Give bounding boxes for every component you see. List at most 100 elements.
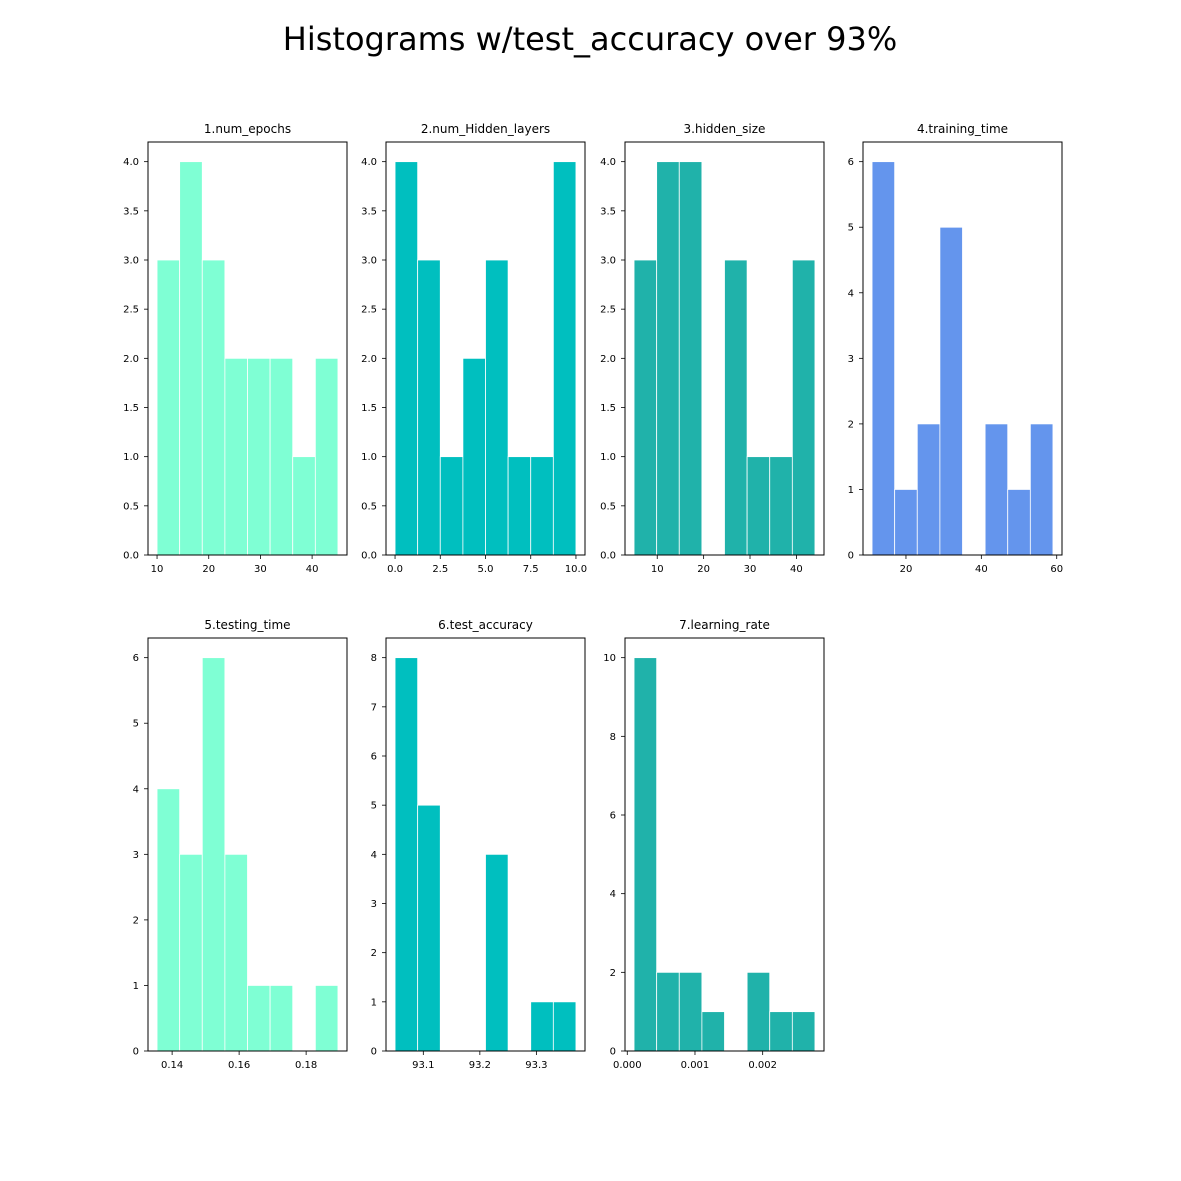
y-tick-label: 6 — [371, 752, 377, 763]
histogram-subplot-5: 0.14 0.16 0.18 0 1 2 3 4 5 6 5.testing_time — [133, 618, 348, 1071]
histogram-bar — [201, 259, 226, 556]
histogram-bar — [314, 357, 339, 556]
histogram-bar — [462, 357, 486, 556]
histogram-bar — [530, 456, 554, 556]
x-tick-label: 2.5 — [432, 564, 448, 575]
x-tick-label: 0.001 — [681, 1060, 710, 1071]
histogram-bar — [507, 456, 532, 556]
y-tick-label: 0 — [610, 1047, 616, 1058]
y-tick-label: 0.0 — [123, 551, 139, 562]
y-tick-label: 3.0 — [600, 256, 616, 267]
y-tick-label: 8 — [610, 732, 616, 743]
y-tick-label: 2.0 — [600, 354, 616, 365]
histogram-bar — [247, 985, 271, 1052]
y-tick-label: 2 — [848, 419, 854, 430]
y-tick-label: 7 — [371, 702, 377, 713]
x-tick-label: 10.0 — [565, 564, 587, 575]
y-tick-label: 4.0 — [123, 157, 139, 168]
histogram-subplot-2: 0.0 2.5 5.0 7.5 10.0 0.0 0.5 1.0 1.5 2.0 2.5 3.0 3.5… — [361, 122, 587, 575]
histogram-bar — [984, 423, 1009, 556]
histogram-bar — [485, 853, 509, 1052]
x-tick-label: 10 — [651, 564, 664, 575]
histogram-bar — [552, 1001, 577, 1052]
histogram-bar — [678, 161, 703, 556]
y-tick-label: 1.5 — [123, 403, 139, 414]
histogram-bar — [769, 456, 793, 556]
axes-frame — [147, 637, 348, 1052]
histogram-bar — [394, 161, 419, 556]
histogram-bar — [916, 423, 941, 556]
histogram-subplot-4: 20 40 60 0 1 2 3 4 5 6 4.training_time — [848, 122, 1063, 575]
histogram-bar — [701, 1011, 725, 1052]
y-tick-label: 6 — [133, 653, 139, 664]
histogram-bar — [1007, 489, 1031, 556]
y-tick-label: 2.5 — [361, 305, 377, 316]
subplot-title: 7.learning_rate — [679, 618, 770, 632]
y-tick-label: 0.0 — [600, 551, 616, 562]
y-tick-label: 0 — [848, 551, 854, 562]
y-tick-label: 4 — [371, 850, 377, 861]
y-tick-label: 2.0 — [361, 354, 377, 365]
y-tick-label: 1.0 — [600, 452, 616, 463]
histogram-subplot-7: 0.000 0.001 0.002 0 2 4 6 8 10 7.learning_rate — [603, 618, 825, 1071]
histogram-bar — [791, 1011, 816, 1052]
x-tick-label: 5.0 — [478, 564, 494, 575]
y-tick-label: 3 — [133, 850, 139, 861]
x-tick-label: 0.002 — [748, 1060, 777, 1071]
histogram-bar — [247, 357, 271, 556]
y-tick-label: 0.0 — [361, 551, 377, 562]
y-tick-label: 2.5 — [123, 305, 139, 316]
y-tick-label: 4.0 — [361, 157, 377, 168]
y-tick-label: 8 — [371, 653, 377, 664]
y-tick-label: 6 — [848, 157, 854, 168]
x-tick-label: 10 — [151, 564, 164, 575]
histogram-bar — [633, 657, 658, 1052]
x-tick-label: 60 — [1050, 564, 1063, 575]
y-tick-label: 3 — [848, 354, 854, 365]
histogram-subplot-1: 10 20 30 40 0.0 0.5 1.0 1.5 2.0 2.5 3.0 3.5 4.0 1.num… — [123, 122, 348, 575]
x-tick-label: 20 — [202, 564, 215, 575]
y-tick-label: 1.0 — [361, 452, 377, 463]
histogram-bar — [439, 456, 464, 556]
histogram-bar — [1029, 423, 1054, 556]
y-tick-label: 2.5 — [600, 305, 616, 316]
y-tick-label: 0.5 — [361, 501, 377, 512]
y-tick-label: 3.0 — [361, 256, 377, 267]
y-tick-label: 4 — [848, 288, 854, 299]
y-tick-label: 3.5 — [600, 206, 616, 217]
x-tick-label: 0.16 — [228, 1060, 250, 1071]
histogram-bar — [678, 971, 703, 1052]
y-tick-label: 3.5 — [361, 206, 377, 217]
histogram-bar — [179, 853, 203, 1052]
histogram-bar — [292, 456, 316, 556]
y-tick-label: 4 — [133, 784, 139, 795]
y-tick-label: 3 — [371, 899, 377, 910]
y-tick-label: 1.5 — [361, 403, 377, 414]
y-tick-label: 10 — [603, 653, 616, 664]
y-tick-label: 2 — [610, 968, 616, 979]
x-tick-label: 0.18 — [295, 1060, 317, 1071]
y-tick-label: 0 — [371, 1047, 377, 1058]
histogram-bar — [746, 456, 771, 556]
histogram-bar — [417, 259, 441, 556]
histogram-bar — [633, 259, 658, 556]
y-tick-label: 2 — [371, 948, 377, 959]
y-tick-label: 0.5 — [123, 501, 139, 512]
y-tick-label: 6 — [610, 811, 616, 822]
subplot-title: 5.testing_time — [204, 618, 290, 632]
axes-layer: 10 20 30 400.00.51.01.52.02.53.03.54.01.num… — [123, 122, 1063, 1071]
subplot-title: 4.training_time — [917, 122, 1008, 136]
histogram-bar — [724, 259, 748, 556]
histogram-bar — [224, 853, 248, 1052]
histogram-subplot-3: 10 20 30 40 0.0 0.5 1.0 1.5 2.0 2.5 3.0 3.5 4.0 3.hid… — [600, 122, 825, 575]
axes-frame — [624, 141, 825, 556]
x-tick-label: 0.0 — [387, 564, 403, 575]
y-tick-label: 1.5 — [600, 403, 616, 414]
histogram-bar — [552, 161, 577, 556]
x-tick-label: 0.000 — [613, 1060, 642, 1071]
histogram-subplot-6: 93.1 93.2 93.3 0 1 2 3 4 5 6 7 8 6.test_accuracy — [371, 618, 586, 1071]
histogram-bar — [314, 985, 339, 1052]
axes-frame — [862, 141, 1063, 556]
y-tick-label: 0 — [133, 1047, 139, 1058]
